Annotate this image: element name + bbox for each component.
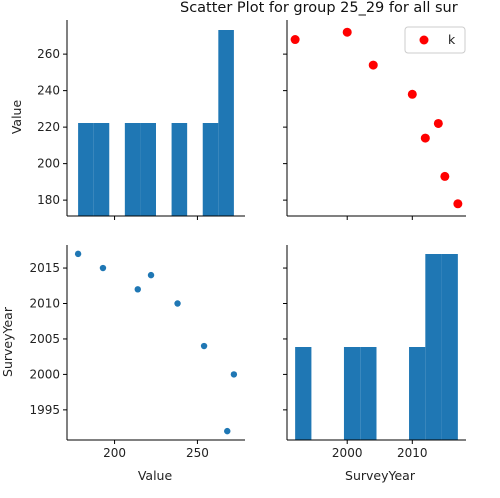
chart-title: Scatter Plot for group 25_29 for all sur: [180, 0, 458, 16]
bl-xtick-label: 250: [186, 446, 209, 460]
br-xtick-label: 2000: [332, 446, 363, 460]
histogram-bar: [441, 254, 458, 440]
histogram-bar: [124, 123, 141, 216]
bl-ytick-label: 2005: [29, 332, 60, 346]
scatter-point: [368, 60, 378, 70]
bl-ytick-label: 2015: [29, 261, 60, 275]
tl-ytick-label: 260: [37, 47, 60, 61]
tl-ytick-label: 240: [37, 84, 60, 98]
histogram-bar: [218, 30, 234, 216]
scatter-point: [147, 271, 155, 279]
tl-ytick-label: 200: [37, 157, 60, 171]
tl-ytick-label: 220: [37, 120, 60, 134]
scatter-point: [134, 286, 141, 293]
bl-ytick-label: 2010: [29, 297, 60, 311]
panel-year-vs-value-scatter: 1995 2000 2005 2010 2015 200 250: [29, 245, 245, 460]
legend-frame: [404, 26, 466, 54]
histogram-bar: [425, 254, 442, 440]
histogram-bar: [343, 347, 361, 440]
scatter-point: [440, 171, 450, 181]
histogram-bar: [360, 347, 377, 440]
histogram-bar: [140, 123, 156, 216]
x-axis-label-value: Value: [138, 468, 173, 483]
scatter-point: [453, 199, 463, 209]
y-axis-label-value: Value: [9, 100, 24, 135]
bl-ytick-label: 1995: [29, 403, 60, 417]
scatter-point: [200, 342, 208, 350]
bl-xtick-label: 200: [103, 446, 126, 460]
scatter-point: [433, 118, 443, 128]
scatter-point: [99, 264, 107, 272]
panel-value-vs-year-scatter: [283, 20, 466, 220]
scatter-point: [224, 427, 231, 435]
legend: k: [404, 26, 466, 54]
legend-marker: [419, 35, 429, 45]
histogram-bar: [93, 123, 110, 216]
y-axis-label-surveyyear: SurveyYear: [0, 306, 15, 377]
x-axis-label-surveyyear: SurveyYear: [345, 468, 416, 483]
histogram-bar: [202, 123, 219, 216]
histogram-bar: [171, 123, 188, 216]
panel-value-histogram: 180 200 220 240 260: [37, 20, 245, 220]
histogram-bar: [295, 347, 312, 440]
scatter-point: [407, 89, 417, 99]
histogram-bar: [409, 347, 426, 440]
scatter-point: [230, 371, 238, 378]
histogram-bar: [78, 123, 94, 216]
scatter-point: [290, 35, 300, 45]
scatter-point: [420, 133, 430, 143]
scatter-point: [174, 300, 181, 307]
panel-year-histogram: 2000 2010: [283, 245, 466, 460]
br-xtick-label: 2010: [397, 446, 428, 460]
tl-ytick-label: 180: [37, 193, 60, 207]
scatter-point: [342, 27, 352, 37]
legend-label: k: [448, 32, 456, 47]
scatter-point: [74, 250, 82, 258]
bl-ytick-label: 2000: [29, 367, 60, 381]
